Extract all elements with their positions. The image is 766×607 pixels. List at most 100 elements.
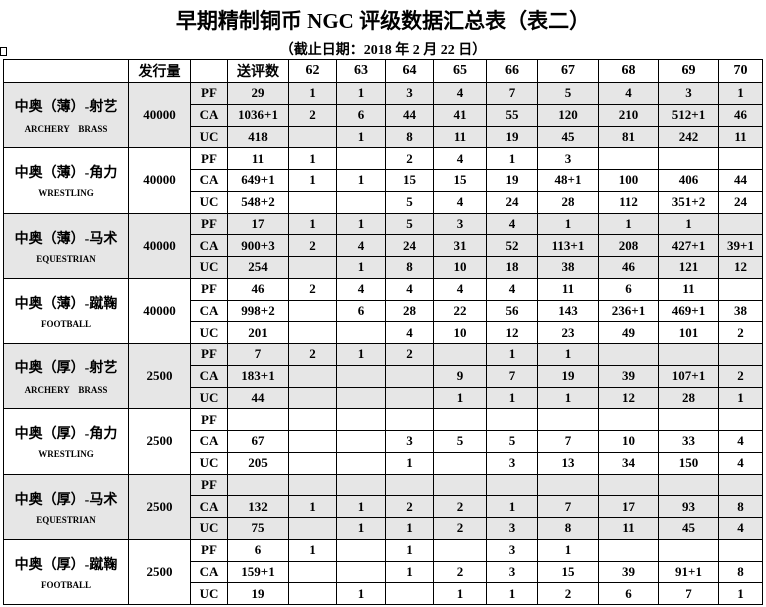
grade-count-cell: 81	[598, 125, 659, 149]
grade-count-cell: 11	[658, 277, 719, 301]
grade-count-cell	[433, 451, 487, 475]
grade-count-cell: 46	[718, 103, 763, 127]
grade-count-cell: 22	[433, 299, 487, 323]
coin-name-zh: 中奥（薄）-蹴鞠	[14, 296, 118, 312]
grade-type-cell: CA	[190, 495, 228, 518]
grade-count-cell: 1	[537, 538, 599, 562]
grade-count-cell: 4	[385, 321, 434, 344]
grade-count-cell: 1	[385, 451, 434, 475]
submitted-cell: 201	[227, 321, 289, 344]
coin-name-en: FOOTBALL	[40, 318, 91, 329]
submitted-cell: 254	[227, 256, 289, 279]
grade-count-cell: 5	[537, 82, 599, 105]
grade-count-cell	[385, 364, 434, 388]
grade-count-cell: 44	[385, 103, 434, 127]
grade-count-cell: 15	[385, 169, 434, 192]
submitted-cell: 183+1	[227, 364, 289, 388]
submitted-cell: 67	[227, 430, 289, 453]
grade-count-cell	[385, 473, 434, 497]
grade-count-cell: 2	[385, 343, 434, 366]
grade-type-cell: PF	[190, 538, 228, 562]
grade-count-cell	[288, 560, 337, 584]
grade-count-cell: 17	[598, 495, 659, 518]
grade-count-cell: 6	[598, 582, 659, 605]
grade-count-cell: 9	[433, 364, 487, 388]
grade-count-cell: 3	[658, 82, 719, 105]
grade-count-cell	[486, 473, 538, 497]
coin-name-cell: 中奥（厚）-角力 WRESTLING	[3, 408, 129, 475]
submitted-cell: 1036+1	[227, 103, 289, 127]
coin-name-cell: 中奥（薄）-射艺 ARCHERY BRASS	[3, 81, 129, 149]
table-row: UC 201 4 10 12 23 49 101 2	[4, 321, 763, 344]
grade-count-cell: 113+1	[537, 234, 599, 257]
grade-type-cell: UC	[190, 582, 228, 605]
grade-count-cell	[537, 473, 599, 497]
grade-count-cell: 2	[433, 517, 487, 540]
issue-cell: 40000	[128, 277, 191, 345]
submitted-cell: 132	[227, 495, 289, 518]
grade-count-cell: 5	[486, 430, 538, 453]
submitted-cell: 11	[227, 147, 289, 170]
submitted-cell: 205	[227, 451, 289, 475]
grade-count-cell: 45	[658, 517, 719, 540]
grade-type-cell: PF	[190, 473, 228, 497]
submitted-cell: 17	[227, 212, 289, 236]
grade-count-cell: 1	[336, 343, 386, 366]
grade-type-cell: UC	[190, 125, 228, 149]
grade-count-cell: 6	[598, 277, 659, 301]
grade-count-cell: 1	[537, 386, 599, 410]
grade-count-cell: 1	[336, 256, 386, 279]
grade-count-cell: 3	[486, 517, 538, 540]
grade-count-cell: 1	[385, 560, 434, 584]
header-row: 发行量 送评数 62 63 64 65 66 67 68 69 70	[3, 59, 763, 83]
page-subtitle: （截止日期：2018 年 2 月 22 日）	[279, 43, 487, 58]
grade-count-cell	[288, 190, 337, 214]
grade-count-cell: 34	[598, 451, 659, 475]
issue-cell: 2500	[128, 408, 191, 475]
coin-name-en: EQUESTRIAN	[36, 514, 96, 525]
grade-count-cell: 39+1	[718, 234, 763, 257]
grade-count-cell	[658, 343, 719, 366]
grade-count-cell	[288, 473, 337, 497]
coin-name-zh: 中奥（厚）-马术	[14, 492, 118, 508]
grade-count-cell	[336, 560, 386, 584]
coin-name-en: WRESTLING	[38, 449, 94, 460]
grade-type-cell: CA	[190, 234, 228, 257]
grade-count-cell: 1	[336, 582, 386, 605]
grade-count-cell	[486, 408, 538, 431]
grade-count-cell: 7	[537, 495, 599, 518]
grade-count-cell: 2	[433, 495, 487, 518]
grade-count-cell: 55	[486, 103, 538, 127]
issue-cell: 40000	[128, 147, 191, 214]
grade-count-cell: 91+1	[658, 560, 719, 584]
grade-count-cell: 19	[486, 169, 538, 192]
table-row: UC 254 1 8 10 18 38 46 121 12	[4, 256, 763, 279]
table-row: CA 132 1 1 2 2 1 7 17 93 8	[4, 495, 763, 518]
submitted-cell	[227, 408, 289, 431]
grade-count-cell: 3	[486, 451, 538, 475]
grade-count-cell: 12	[718, 256, 763, 279]
grade-count-cell	[385, 408, 434, 431]
grade-count-cell	[598, 473, 659, 497]
issue-cell: 2500	[128, 538, 191, 606]
submitted-cell: 418	[227, 125, 289, 149]
grade-count-cell: 4	[433, 277, 487, 301]
grade-count-cell: 1	[658, 212, 719, 236]
grade-count-cell: 101	[658, 321, 719, 344]
grade-count-cell	[288, 517, 337, 540]
grade-count-cell: 11	[598, 517, 659, 540]
grade-count-cell: 8	[718, 495, 763, 518]
grade-count-cell: 1	[598, 212, 659, 236]
grade-count-cell: 28	[537, 190, 599, 214]
coin-name-cell: 中奥（薄）-蹴鞠 FOOTBALL	[3, 277, 129, 345]
grade-count-cell	[336, 473, 386, 497]
grade-type-cell: CA	[190, 430, 228, 453]
coin-name-en: WRESTLING	[38, 188, 94, 199]
header-grade: 68	[598, 59, 659, 83]
grade-count-cell	[288, 408, 337, 431]
issue-cell: 2500	[128, 473, 191, 540]
coin-name-cell: 中奥（薄）-角力 WRESTLING	[3, 147, 129, 214]
grade-count-cell	[433, 408, 487, 431]
grade-count-cell: 31	[433, 234, 487, 257]
grade-count-cell: 24	[486, 190, 538, 214]
